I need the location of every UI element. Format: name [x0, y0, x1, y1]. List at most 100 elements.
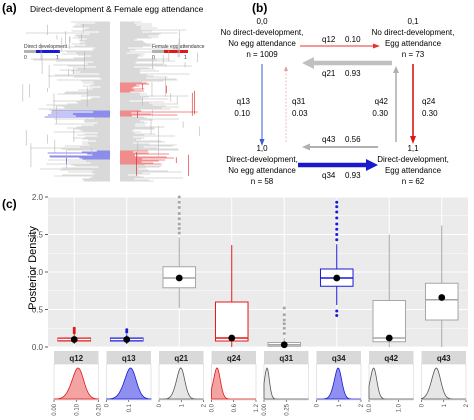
rate-q43-name: q43 [322, 135, 336, 144]
state-0-1: 0,1 No direct-development, Egg attendanc… [372, 17, 455, 59]
density-x-tick-label: 0.25 [284, 403, 290, 415]
arrow-q42-head [393, 66, 399, 73]
state-1-1-n: n = 62 [402, 177, 425, 186]
state-1-0-n: n = 58 [251, 177, 274, 186]
density-strip [264, 351, 309, 364]
state-1-1: 1,1 Direct-development, Egg attendance n… [377, 144, 449, 186]
density-curve-q21 [159, 367, 204, 400]
legend-left-bar-low [24, 50, 36, 53]
box-mean-point [123, 336, 131, 343]
legend-right-min: 0 [152, 55, 155, 61]
arrow-q31-head [284, 66, 288, 71]
legend-right-bar-low [152, 50, 164, 53]
state-1-0-line1: Direct-development, [226, 155, 298, 164]
state-1-0-line2: No egg attendance [228, 166, 296, 175]
box-outlier [177, 200, 181, 204]
rate-q31-name: q31 [292, 97, 306, 106]
state-0-0: 0,0 No direct-development, No egg attend… [221, 17, 304, 59]
density-title-q43: q43 [437, 354, 451, 363]
density-x-tick-label: 0 [420, 403, 426, 407]
box-outlier [335, 205, 339, 209]
state-1-1-line1: Direct-development, [377, 155, 449, 164]
density-strip [316, 351, 361, 364]
density-title-q13: q13 [122, 354, 136, 363]
box-outlier [282, 313, 286, 317]
box-outlier [282, 326, 286, 330]
density-curve-q24 [211, 367, 256, 400]
state-1-0-code: 1,0 [256, 144, 268, 153]
legend-right-title: Female egg attendance [152, 44, 205, 50]
density-x-tick-label: 0.1 [127, 403, 133, 412]
density-curve-q12 [53, 367, 99, 400]
panel-a: (a) Direct-development & Female egg atte… [2, 1, 205, 182]
box-outlier [177, 222, 181, 226]
legend-left-bar [24, 50, 60, 53]
state-0-1-line1: No direct-development, [372, 28, 455, 37]
box-outlier [177, 227, 181, 230]
phylogeny-female-egg-attendance [120, 21, 200, 182]
box-outlier [335, 233, 339, 236]
density-strip [369, 351, 414, 364]
density-x-tick-label: 0.00 [262, 403, 268, 415]
density-title-q21: q21 [174, 354, 188, 363]
panel-a-title: Direct-development & Female egg attendan… [30, 4, 204, 14]
box-outlier [282, 322, 286, 326]
box-outlier [72, 331, 76, 335]
state-1-0: 1,0 Direct-development, No egg attendanc… [226, 144, 298, 186]
box-outlier [335, 222, 339, 226]
density-curve-q34 [316, 367, 361, 400]
y-tick-label: 0.5 [32, 306, 44, 315]
box-mean-point [385, 334, 393, 342]
density-strip [159, 351, 204, 364]
rate-q34-name: q34 [322, 171, 336, 180]
state-0-1-line2: Egg attendance [385, 39, 442, 48]
rate-q24-value: 0.30 [422, 109, 438, 118]
density-strip [54, 351, 99, 364]
rate-q13-name: q13 [237, 97, 251, 106]
density-x-tick-label: 1 [337, 403, 343, 407]
panel-c-label: (c) [2, 197, 17, 211]
box-outlier [282, 332, 286, 335]
arrow-q13-head [259, 139, 265, 146]
box-outlier [125, 330, 129, 334]
rate-q21-name: q21 [322, 69, 336, 78]
arrow-q34-head [366, 159, 378, 171]
state-0-0-line1: No direct-development, [221, 28, 304, 37]
density-x-tick-label: 1.2 [254, 403, 260, 412]
density-x-tick-label: 0.00 [52, 403, 58, 415]
density-strip [421, 351, 466, 364]
box-outlier [72, 326, 76, 330]
box-outlier [335, 216, 339, 220]
box-outlier [335, 200, 339, 204]
panel-c: (c) Posterior Density 0.0 0.5 1.0 1.5 2.0 q1… [2, 193, 470, 416]
rate-q31-value: 0.03 [292, 109, 308, 118]
density-title-q24: q24 [227, 354, 241, 363]
arrow-q12-head [373, 43, 380, 49]
density-title-q12: q12 [69, 354, 83, 363]
box-outlier [177, 206, 181, 209]
arrow-q24-head [410, 136, 416, 144]
density-x-tick-label: 2 [359, 403, 365, 407]
y-tick-label: 1.0 [32, 268, 44, 277]
box-outlier [177, 212, 181, 215]
density-curve-q42 [368, 367, 414, 400]
box-mean-point [70, 336, 78, 343]
box-outlier [72, 329, 76, 332]
box-outlier [177, 195, 181, 199]
rate-q13-value: 0.10 [234, 109, 250, 118]
density-x-tick-label: 2 [464, 403, 470, 407]
box-outlier [335, 314, 339, 317]
box-outlier [335, 238, 339, 242]
density-x-tick-label: 0.0 [210, 403, 216, 412]
box-outlier [335, 210, 339, 214]
density-curve-q13 [106, 367, 152, 400]
state-0-0-n: n = 1009 [246, 50, 278, 59]
density-x-tick-label: 0.10 [74, 403, 80, 415]
phylogeny-direct-development [22, 21, 110, 182]
density-x-tick-label: 0 [157, 403, 163, 407]
arrow-q43-head [302, 143, 310, 151]
box-outlier [282, 318, 286, 322]
arrow-q21-head [302, 57, 314, 69]
density-x-tick-label: 1 [179, 403, 185, 407]
